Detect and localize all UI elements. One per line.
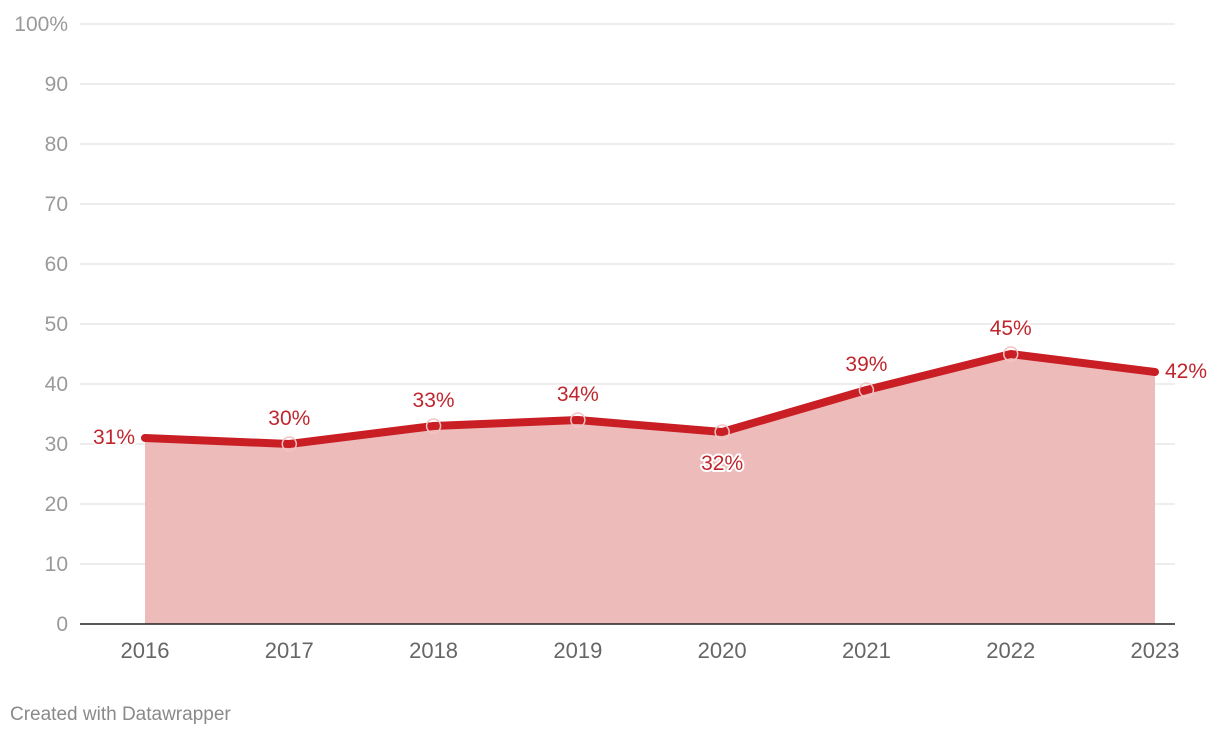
data-label: 31% xyxy=(93,426,135,449)
data-point-markers xyxy=(281,346,1019,452)
y-tick-label: 80 xyxy=(45,133,68,156)
x-tick-label: 2023 xyxy=(1131,638,1180,663)
x-tick-label: 2020 xyxy=(698,638,747,663)
data-point-marker xyxy=(570,412,586,428)
data-label: 42% xyxy=(1165,360,1207,383)
y-tick-label: 60 xyxy=(45,253,68,276)
footer-credit: Created with Datawrapper xyxy=(10,704,231,725)
data-label: 34% xyxy=(557,383,599,406)
y-tick-label: 100% xyxy=(14,13,68,36)
x-tick-label: 2016 xyxy=(121,638,170,663)
y-tick-label: 90 xyxy=(45,73,68,96)
data-label: 39% xyxy=(845,353,887,376)
series-line-path xyxy=(141,350,1159,448)
y-tick-label: 0 xyxy=(56,613,68,636)
series-line xyxy=(141,350,1159,448)
y-tick-label: 70 xyxy=(45,193,68,216)
x-tick-label: 2021 xyxy=(842,638,891,663)
x-axis-ticks: 2016 2017 2018 2019 2020 2021 2022 2023 xyxy=(121,638,1180,663)
data-point-marker xyxy=(858,382,875,398)
x-tick-label: 2019 xyxy=(553,638,602,663)
data-point-marker xyxy=(714,424,730,440)
data-labels: 31% 30% 33% 34% 32% 39% 45% 42% xyxy=(91,315,1209,477)
y-tick-label: 30 xyxy=(45,433,68,456)
data-label: 33% xyxy=(413,389,455,412)
y-tick-label: 40 xyxy=(45,373,68,396)
data-label: 32% xyxy=(701,452,743,475)
data-label: 30% xyxy=(268,407,310,430)
data-label: 45% xyxy=(990,317,1032,340)
y-tick-label: 50 xyxy=(45,313,68,336)
x-tick-label: 2017 xyxy=(265,638,314,663)
y-tick-label: 20 xyxy=(45,493,68,516)
area-fill-path xyxy=(145,354,1155,624)
y-axis-ticks: 0 10 20 30 40 50 60 70 80 90 100% xyxy=(14,13,68,636)
area-fill xyxy=(145,354,1155,624)
data-point-marker xyxy=(425,418,442,434)
data-point-marker xyxy=(1002,346,1019,362)
data-point-marker xyxy=(281,436,298,452)
x-tick-label: 2022 xyxy=(986,638,1035,663)
x-tick-label: 2018 xyxy=(409,638,458,663)
y-tick-label: 10 xyxy=(45,553,68,576)
